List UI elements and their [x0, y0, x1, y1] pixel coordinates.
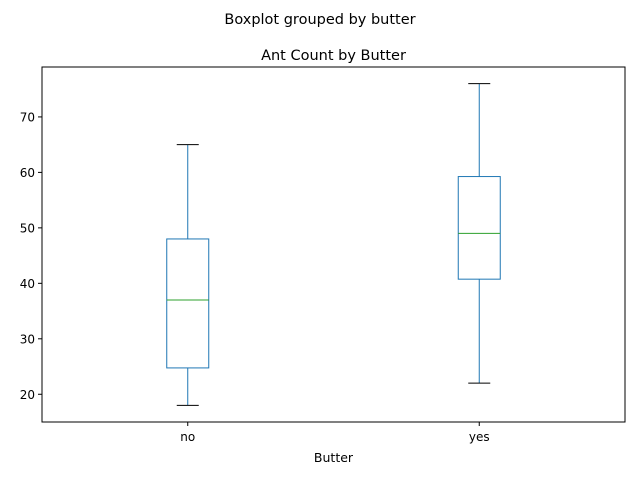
y-tick-label: 20 — [20, 388, 35, 402]
y-tick-label: 40 — [20, 277, 35, 291]
x-tick-label: yes — [469, 430, 490, 444]
axes-frame — [41, 66, 626, 423]
box-no — [166, 238, 210, 369]
x-axis-label: Butter — [314, 450, 354, 465]
y-tick-label: 60 — [20, 166, 35, 180]
box-yes — [457, 176, 501, 280]
chart-suptitle: Boxplot grouped by butter — [224, 12, 415, 28]
y-tick-label: 30 — [20, 332, 35, 346]
y-tick-label: 70 — [20, 110, 35, 124]
x-tick-label: no — [180, 430, 195, 444]
y-tick-label: 50 — [20, 221, 35, 235]
chart-title: Ant Count by Butter — [261, 48, 406, 64]
plot-area: 20 30 40 50 60 70 no yes — [20, 83, 501, 444]
